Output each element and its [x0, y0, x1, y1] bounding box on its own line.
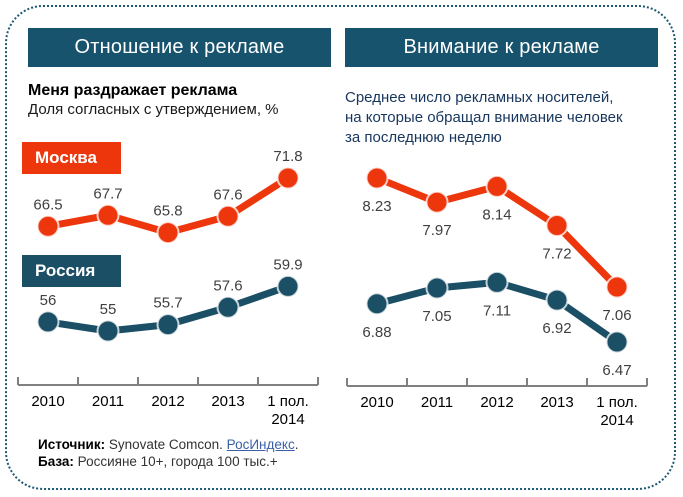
right-panel-header: Внимание к рекламе — [345, 28, 658, 67]
legend-moscow: Москва — [22, 142, 121, 174]
data-label: 57.6 — [213, 277, 242, 294]
data-point — [545, 288, 569, 312]
data-label: 6.47 — [602, 362, 631, 379]
data-point — [156, 221, 180, 245]
data-point — [425, 190, 449, 214]
data-label: 7.11 — [483, 302, 511, 319]
data-label: 8.23 — [362, 198, 391, 215]
data-point — [216, 295, 240, 319]
data-point — [365, 292, 389, 316]
data-label: 59.9 — [273, 256, 302, 273]
x-tick-label: 1 пол. 2014 — [596, 394, 638, 429]
right-chart-description: Среднее число рекламных носителей, на ко… — [345, 89, 623, 146]
data-point — [605, 275, 629, 299]
data-point — [276, 274, 300, 298]
data-point — [425, 276, 449, 300]
data-point — [36, 214, 60, 238]
attitude-line-chart: 2010 2011 2012 2013 1 пол. 2014 66.5 67.7 65.8 67… — [17, 148, 319, 428]
source-label: Источник: — [38, 437, 106, 452]
data-point — [36, 310, 60, 334]
x-tick-label: 2010 — [360, 394, 393, 411]
data-point — [216, 204, 240, 228]
x-tick-label: 2011 — [92, 393, 124, 410]
source-text: Synovate Comcon. — [105, 437, 227, 452]
data-label: 56 — [40, 292, 57, 309]
data-label: 7.05 — [422, 308, 451, 325]
data-point — [485, 174, 509, 198]
x-tick-label: 2010 — [31, 393, 64, 410]
data-label: 66.5 — [33, 196, 62, 213]
base-text: Россияне 10+, города 100 тыс.+ — [73, 454, 278, 469]
footer: Источник: Synovate Comcon. РосИндекс. Ба… — [38, 436, 298, 470]
data-label: 67.6 — [213, 186, 242, 203]
data-label: 65.8 — [153, 203, 182, 220]
data-point — [605, 330, 629, 354]
data-point — [156, 313, 180, 337]
left-panel-header: Отношение к рекламе — [28, 28, 331, 67]
data-label: 7.06 — [602, 307, 631, 324]
base-line: База: Россияне 10+, города 100 тыс.+ — [38, 453, 298, 470]
x-tick-label: 2011 — [421, 394, 453, 411]
data-point — [276, 166, 300, 190]
data-label: 7.72 — [542, 246, 571, 263]
data-label: 67.7 — [93, 185, 122, 202]
data-point — [96, 319, 120, 343]
x-tick-label: 2012 — [151, 393, 184, 410]
data-label: 6.92 — [542, 320, 571, 337]
data-point — [545, 214, 569, 237]
attention-line-chart: 2010 2011 2012 2013 1 пол. 2014 8.23 7.97 8.14 7.… — [346, 166, 648, 429]
data-label: 8.14 — [482, 206, 511, 223]
legend-russia: Россия — [22, 255, 121, 287]
data-label: 6.88 — [362, 324, 391, 341]
data-label: 55 — [100, 301, 117, 318]
source-suffix: . — [294, 437, 299, 452]
right-panel-header-label: Внимание к рекламе — [403, 36, 600, 58]
x-tick-label: 1 пол. 2014 — [267, 393, 309, 428]
data-label: 7.97 — [422, 222, 451, 239]
left-chart-title: Меня раздражает реклама — [28, 82, 238, 99]
left-panel-header-label: Отношение к рекламе — [74, 36, 285, 58]
left-chart-subtitle: Доля согласных с утверждением, % — [28, 101, 279, 118]
rosindex-link[interactable]: РосИндекс — [226, 437, 295, 452]
data-point — [485, 270, 509, 294]
x-tick-label: 2013 — [211, 393, 244, 410]
x-tick-label: 2013 — [540, 394, 573, 411]
data-label: 55.7 — [153, 295, 182, 312]
data-point — [96, 203, 120, 227]
data-label: 71.8 — [273, 148, 302, 165]
source-line: Источник: Synovate Comcon. РосИндекс. — [38, 436, 298, 453]
data-point — [365, 166, 389, 190]
base-label: База: — [38, 454, 74, 469]
x-tick-label: 2012 — [480, 394, 513, 411]
